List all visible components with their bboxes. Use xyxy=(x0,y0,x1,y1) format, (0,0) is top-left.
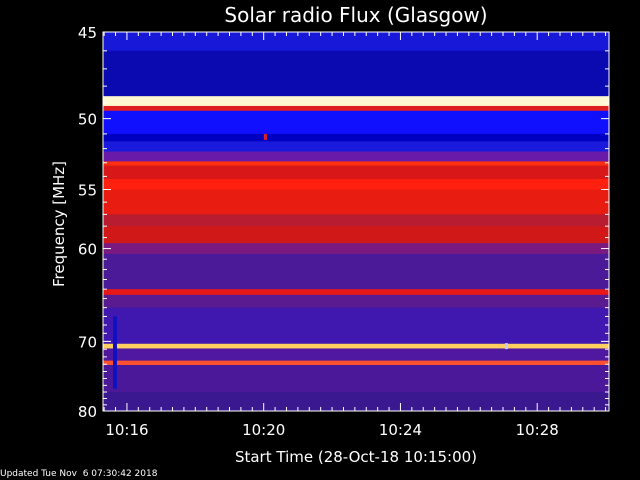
spectrogram-band xyxy=(103,214,609,227)
spectrogram-band xyxy=(103,392,609,412)
x-tick-label: 10:20 xyxy=(242,421,285,439)
x-axis-label: Start Time (28-Oct-18 10:15:00) xyxy=(235,448,477,466)
spectrogram-band xyxy=(103,161,609,166)
x-tick-label: 10:28 xyxy=(516,421,559,439)
spectrogram-band xyxy=(103,343,609,349)
y-tick-label: 45 xyxy=(78,24,97,42)
spectrogram-band xyxy=(103,96,609,107)
spectrogram-band xyxy=(103,165,609,180)
y-tick-label: 80 xyxy=(78,403,97,421)
spectrogram-band xyxy=(103,289,609,296)
spectrogram-band xyxy=(103,365,609,393)
spectrogram-band xyxy=(103,141,609,152)
chart-title: Solar radio Flux (Glasgow) xyxy=(224,3,487,27)
spectrogram-band xyxy=(103,179,609,190)
x-tick-label: 10:24 xyxy=(379,421,422,439)
spectrogram-band xyxy=(103,294,609,309)
feature-spot xyxy=(504,343,508,350)
spectrogram-band xyxy=(103,360,609,366)
spectrogram-band xyxy=(103,253,609,290)
vertical-streak xyxy=(112,316,117,389)
spectrogram-band xyxy=(103,189,609,215)
y-axis-label: Frequency [MHz] xyxy=(50,161,68,287)
update-timestamp: Updated Tue Nov 6 07:30:42 2018 xyxy=(0,469,158,479)
plot-area xyxy=(103,32,609,412)
spectrogram-band xyxy=(103,226,609,244)
spectrogram-band xyxy=(103,105,609,112)
y-tick-label: 50 xyxy=(78,111,97,129)
y-tick-label: 70 xyxy=(78,333,97,351)
spectrogram-band xyxy=(103,133,609,142)
spectrogram-band xyxy=(103,151,609,162)
spectrogram-band xyxy=(103,32,609,52)
plot-frame xyxy=(102,31,610,412)
spectrogram-band xyxy=(103,307,609,345)
x-tick-label: 10:16 xyxy=(105,421,148,439)
spectrogram-band xyxy=(103,50,609,97)
axes: 10:16 10:20 10:24 10:28 45 50 55 60 70 80 xyxy=(78,24,610,439)
spectrogram-band xyxy=(103,348,609,361)
spectrogram-band xyxy=(103,110,609,135)
feature-spot xyxy=(263,133,267,140)
y-tick-label: 60 xyxy=(78,241,97,259)
spectrogram-band xyxy=(103,243,609,255)
y-tick-label: 55 xyxy=(78,182,97,200)
